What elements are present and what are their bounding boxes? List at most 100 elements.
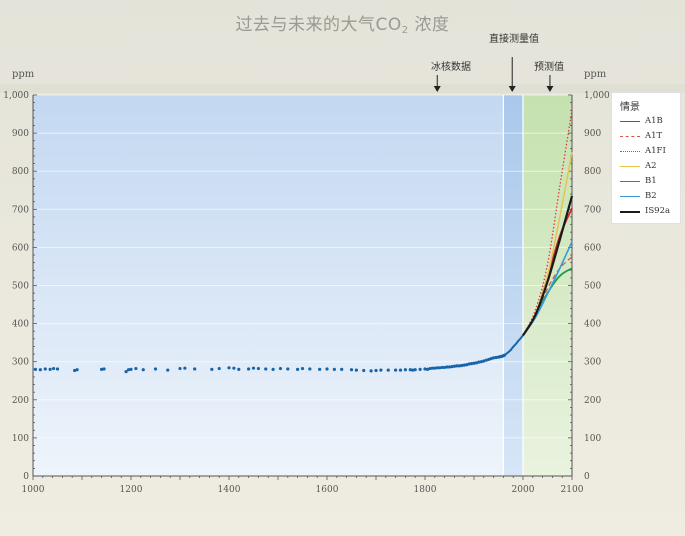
y-tick-label-right: 500: [584, 282, 601, 292]
ice-core-point: [362, 368, 366, 373]
y-tick-label-right: 400: [584, 320, 601, 330]
legend-item-b2: B2: [620, 190, 678, 204]
ice-core-point: [482, 359, 486, 363]
annotation-ice-core-arrowhead: [433, 86, 441, 92]
legend-label: IS92a: [645, 206, 671, 216]
x-tick-label: 1800: [414, 485, 437, 495]
annotation-forecast-arrowhead: [546, 86, 554, 92]
series-is92a: [522, 195, 574, 336]
ice-core-point: [413, 368, 417, 372]
ice-core-point: [354, 368, 358, 372]
ice-core-point: [349, 368, 354, 372]
legend-item-a1b: A1B: [620, 115, 678, 129]
legend-label: A1B: [645, 116, 663, 126]
ice-core-point: [447, 365, 452, 369]
chart-title: 过去与未来的大气CO2 浓度: [235, 15, 450, 36]
x-tick-label: 1000: [22, 485, 45, 495]
y-tick-label: 100: [12, 434, 29, 444]
x-tick-label: 1200: [120, 485, 143, 495]
ice-core-point: [477, 360, 481, 364]
ice-core-point: [271, 367, 275, 371]
legend-label: A2: [645, 161, 657, 171]
ice-core-point: [75, 368, 79, 372]
ice-core-point: [318, 367, 322, 371]
ice-core-point: [452, 364, 456, 368]
ice-core-point: [227, 366, 231, 370]
y-tick-label: 0: [23, 472, 29, 482]
ice-core-point: [264, 367, 268, 371]
y-tick-label-right: 600: [584, 243, 601, 253]
ice-core-point: [438, 366, 442, 370]
ice-core-point: [430, 366, 434, 370]
ice-core-point: [210, 367, 214, 371]
ice-core-point: [141, 368, 145, 372]
y-tick-label: 900: [12, 129, 29, 139]
y-axis-unit-left: ppm: [12, 69, 35, 80]
series-a1t: [522, 256, 573, 336]
y-tick-label: 500: [12, 282, 29, 292]
ice-core-point: [411, 368, 415, 372]
ice-core-point: [126, 368, 131, 372]
ice-core-point: [408, 368, 412, 372]
x-tick-label: 1600: [316, 485, 339, 495]
ice-core-point: [462, 363, 466, 367]
ice-core-point: [102, 367, 106, 371]
annotation-forecast: 预测值: [534, 60, 564, 73]
ice-core-point: [433, 366, 437, 370]
annotation-ice-core: 冰核数据: [431, 60, 471, 73]
ice-core-point: [450, 365, 454, 369]
annotation-direct-arrowhead: [508, 86, 516, 92]
legend-item-a2: A2: [620, 160, 678, 174]
ice-core-point: [455, 364, 459, 368]
ice-core-point: [217, 366, 221, 371]
legend-title: 情景: [620, 102, 640, 113]
ice-core-point: [251, 366, 256, 370]
ice-core-point: [474, 361, 479, 365]
ice-core-point: [325, 367, 329, 371]
y-tick-label-right: 100: [584, 434, 601, 444]
ice-core-point: [374, 368, 378, 373]
direct-measurement-line: [501, 334, 524, 357]
ice-core-point: [445, 365, 449, 369]
ice-core-point: [183, 366, 187, 370]
x-tick-label: 2100: [561, 485, 584, 495]
ice-core-point: [100, 367, 104, 371]
annotation-direct: 直接测量值: [489, 32, 539, 45]
ice-core-point: [51, 366, 56, 371]
ice-core-point: [33, 367, 38, 371]
ice-core-point: [492, 356, 496, 360]
ice-core-point: [394, 368, 398, 372]
legend-swatch: [620, 121, 640, 122]
legend-label: B1: [645, 176, 657, 186]
y-tick-label: 300: [12, 358, 29, 368]
y-tick-label: 600: [12, 243, 29, 253]
series-a1fi: [522, 110, 573, 336]
legend-swatch: [620, 136, 640, 137]
legend-swatch: [620, 151, 640, 152]
y-tick-label: 700: [12, 205, 29, 215]
ice-core-point: [487, 357, 491, 362]
ice-core-point: [278, 366, 283, 371]
ice-core-point: [237, 367, 241, 371]
ice-core-point: [300, 366, 305, 371]
legend-swatch: [620, 166, 640, 167]
legend-item-b1: B1: [620, 175, 678, 189]
ice-core-point: [472, 361, 476, 365]
x-tick-label: 1400: [218, 485, 241, 495]
ice-core-point: [379, 368, 383, 372]
y-tick-label: 800: [12, 167, 29, 177]
ice-core-point: [332, 367, 336, 371]
ice-core-point: [232, 366, 236, 370]
ice-core-point: [153, 367, 158, 371]
ice-core-point: [193, 367, 197, 371]
legend: 情景 A1B A1T A1FI A2 B1 B2 IS92a: [611, 92, 681, 224]
ice-core-point: [418, 367, 422, 371]
legend-item-is92a: IS92a: [620, 205, 678, 219]
legend-label: B2: [645, 191, 657, 201]
legend-label: A1T: [645, 131, 663, 141]
ice-core-point: [465, 363, 469, 367]
ice-core-point: [296, 367, 300, 371]
y-tick-label-right: 300: [584, 358, 601, 368]
ice-core-point: [494, 355, 498, 360]
